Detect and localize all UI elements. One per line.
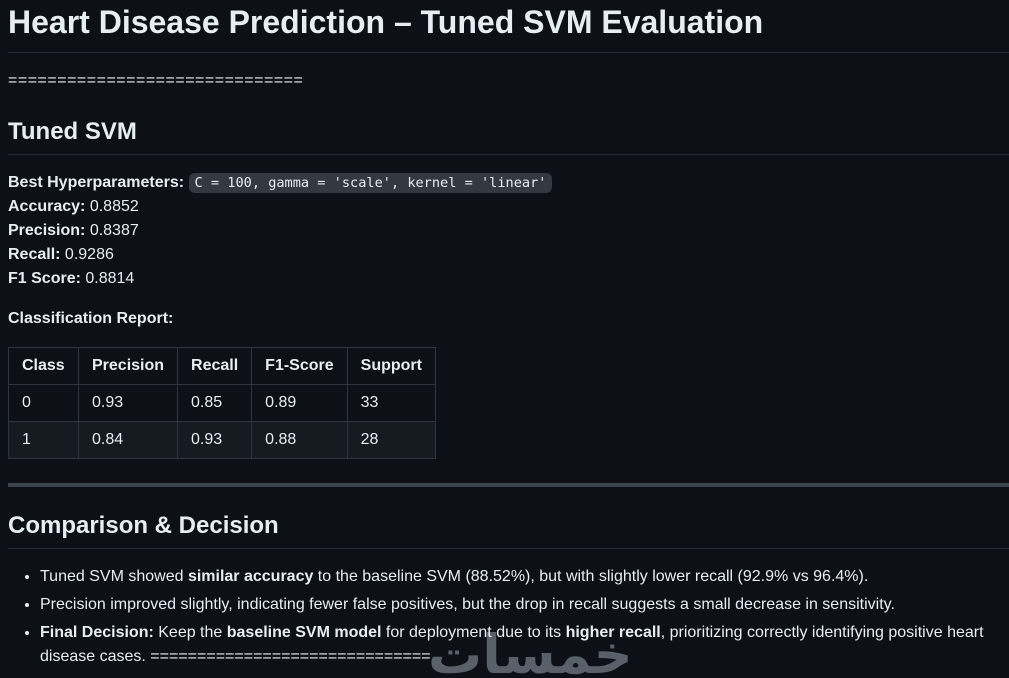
metric-line-f1: F1 Score: 0.8814: [8, 267, 1009, 291]
text-segment: for deployment due to its: [381, 624, 566, 641]
text-segment-bold: Final Decision:: [40, 624, 154, 641]
text-segment-bold: baseline SVM model: [226, 624, 382, 641]
metric-label: F1 Score:: [8, 270, 81, 287]
metric-label: Precision:: [8, 222, 86, 239]
metric-label: Recall:: [8, 246, 61, 263]
hyperparameters-code: C = 100, gamma = 'scale', kernel = 'line…: [188, 173, 553, 193]
horizontal-rule: [8, 483, 1009, 487]
text-segment: Tuned SVM showed: [40, 568, 188, 585]
table-header-class: Class: [8, 347, 79, 385]
list-item: Precision improved slightly, indicating …: [40, 593, 1009, 617]
metric-line-accuracy: Accuracy: 0.8852: [8, 195, 1009, 219]
table-cell: 0: [8, 384, 79, 422]
metric-label: Accuracy:: [8, 198, 86, 215]
text-segment: Precision improved slightly, indicating …: [40, 596, 895, 613]
table-row: 1 0.84 0.93 0.88 28: [8, 421, 436, 459]
comparison-list: Tuned SVM showed similar accuracy to the…: [8, 565, 1009, 669]
table-header-f1-score: F1-Score: [251, 347, 348, 385]
table-cell: 0.93: [177, 421, 253, 459]
list-item: Final Decision: Keep the baseline SVM mo…: [40, 621, 1009, 669]
section-heading-comparison: Comparison & Decision: [8, 511, 1009, 549]
table-row: 0 0.93 0.85 0.89 33: [8, 384, 436, 422]
list-item: Tuned SVM showed similar accuracy to the…: [40, 565, 1009, 589]
classification-report-table: Class Precision Recall F1-Score Support …: [8, 347, 436, 459]
metric-value: 0.8814: [85, 270, 135, 287]
page-title: Heart Disease Prediction – Tuned SVM Eva…: [8, 2, 1009, 53]
table-cell: 0.84: [77, 421, 179, 459]
section-heading-tuned-svm: Tuned SVM: [8, 117, 1009, 155]
metric-line-recall: Recall: 0.9286: [8, 243, 1009, 267]
table-header-row: Class Precision Recall F1-Score Support: [8, 347, 436, 385]
text-segment: Keep the: [153, 624, 227, 641]
table-cell: 0.88: [251, 421, 348, 459]
table-cell: 0.93: [77, 384, 179, 422]
table-cell: 0.85: [177, 384, 253, 422]
watermark-khamsat: خمسات: [428, 623, 633, 678]
table-cell: 0.89: [251, 384, 348, 422]
metrics-block: Best Hyperparameters: C = 100, gamma = '…: [8, 171, 1009, 291]
text-segment: , prioritizing correctly identifying pos…: [40, 624, 984, 665]
table-cell: 28: [346, 421, 436, 459]
hyperparameters-line: Best Hyperparameters: C = 100, gamma = '…: [8, 171, 1009, 195]
table-cell: 33: [346, 384, 436, 422]
text-segment-bold: higher recall: [565, 624, 661, 641]
separator-line: ==============================: [8, 72, 304, 89]
classification-report-label: Classification Report:: [8, 310, 174, 327]
metric-line-precision: Precision: 0.8387: [8, 219, 1009, 243]
text-segment-bold: similar accuracy: [187, 568, 314, 585]
metric-value: 0.8387: [89, 222, 139, 239]
table-header-recall: Recall: [177, 347, 253, 385]
metric-value: 0.9286: [64, 246, 114, 263]
text-segment: to the baseline SVM (88.52%), but with s…: [313, 568, 869, 585]
metric-value: 0.8852: [89, 198, 139, 215]
table-cell: 1: [8, 421, 79, 459]
table-header-support: Support: [346, 347, 436, 385]
hyperparameters-label: Best Hyperparameters:: [8, 174, 185, 191]
table-header-precision: Precision: [77, 347, 179, 385]
